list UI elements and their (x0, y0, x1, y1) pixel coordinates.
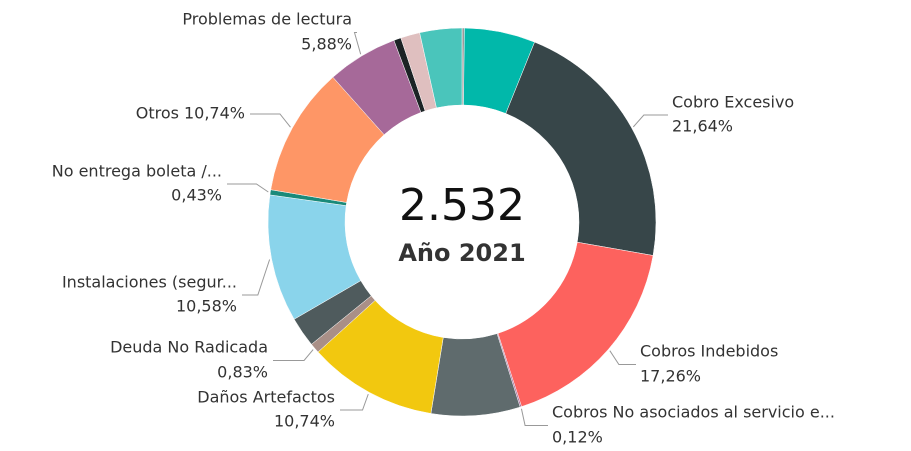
segment-value-label: 10,74% (184, 104, 245, 123)
segment-name: Problemas de lectura (182, 10, 352, 29)
segment-name: Instalaciones (segur... (62, 273, 237, 292)
leader-line (273, 349, 314, 361)
segment-value-label: 21,64% (672, 117, 733, 136)
leader-line (632, 114, 668, 128)
segment-name: Cobro Excesivo (672, 93, 794, 112)
leader-line (250, 113, 291, 128)
segment-value-label: 17,26% (640, 367, 701, 386)
leader-line (340, 393, 369, 411)
segment-value-label: 0,43% (171, 186, 222, 205)
segment-name: Deuda No Radicada (110, 338, 268, 357)
segment-value-label: 10,58% (176, 297, 237, 316)
leader-line (520, 408, 548, 426)
leader-line (242, 259, 271, 296)
segment-name: Cobros No asociados al servicio e... (552, 403, 835, 422)
leader-line (353, 32, 362, 55)
segment-name: Daños Artefactos (197, 388, 335, 407)
leader-line (609, 350, 636, 365)
segment-name: Cobros Indebidos (640, 342, 778, 361)
segment-name: No entrega boleta /... (52, 162, 222, 181)
center-label: Año 2021 (398, 239, 525, 267)
donut-segment (505, 41, 657, 256)
donut-segment (419, 27, 463, 109)
segment-value-label: 0,12% (552, 428, 603, 447)
segment-value-label: 0,83% (217, 363, 268, 382)
center-value: 2.532 (399, 180, 525, 231)
segment-value-label: 10,74% (274, 412, 335, 431)
segment-name: Otros (136, 104, 179, 123)
leader-line (227, 183, 269, 193)
segment-value-label: 5,88% (301, 35, 352, 54)
